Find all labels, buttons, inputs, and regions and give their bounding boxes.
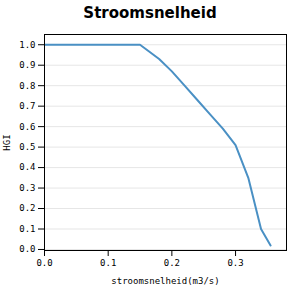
svg-text:1.0: 1.0 — [19, 40, 35, 50]
svg-text:0.4: 0.4 — [19, 162, 35, 172]
svg-text:0.1: 0.1 — [19, 224, 35, 234]
svg-text:0.0: 0.0 — [19, 244, 35, 254]
svg-text:0.7: 0.7 — [19, 101, 35, 111]
svg-text:0.3: 0.3 — [227, 258, 243, 268]
svg-text:0.5: 0.5 — [19, 142, 35, 152]
svg-text:0.8: 0.8 — [19, 81, 35, 91]
svg-text:stroomsnelheid(m3/s): stroomsnelheid(m3/s) — [111, 276, 219, 286]
svg-text:0.3: 0.3 — [19, 183, 35, 193]
svg-text:0.9: 0.9 — [19, 60, 35, 70]
svg-text:0.2: 0.2 — [164, 258, 180, 268]
svg-text:0.0: 0.0 — [36, 258, 52, 268]
svg-text:HGI: HGI — [2, 134, 12, 150]
svg-text:0.6: 0.6 — [19, 122, 35, 132]
html-text:Stroomsnelheid: Stroomsnelheid — [83, 4, 217, 22]
svg-text:0.1: 0.1 — [100, 258, 116, 268]
svg-text:0.2: 0.2 — [19, 203, 35, 213]
